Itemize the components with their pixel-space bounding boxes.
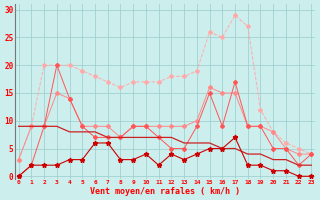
X-axis label: Vent moyen/en rafales ( km/h ): Vent moyen/en rafales ( km/h ): [90, 187, 240, 196]
